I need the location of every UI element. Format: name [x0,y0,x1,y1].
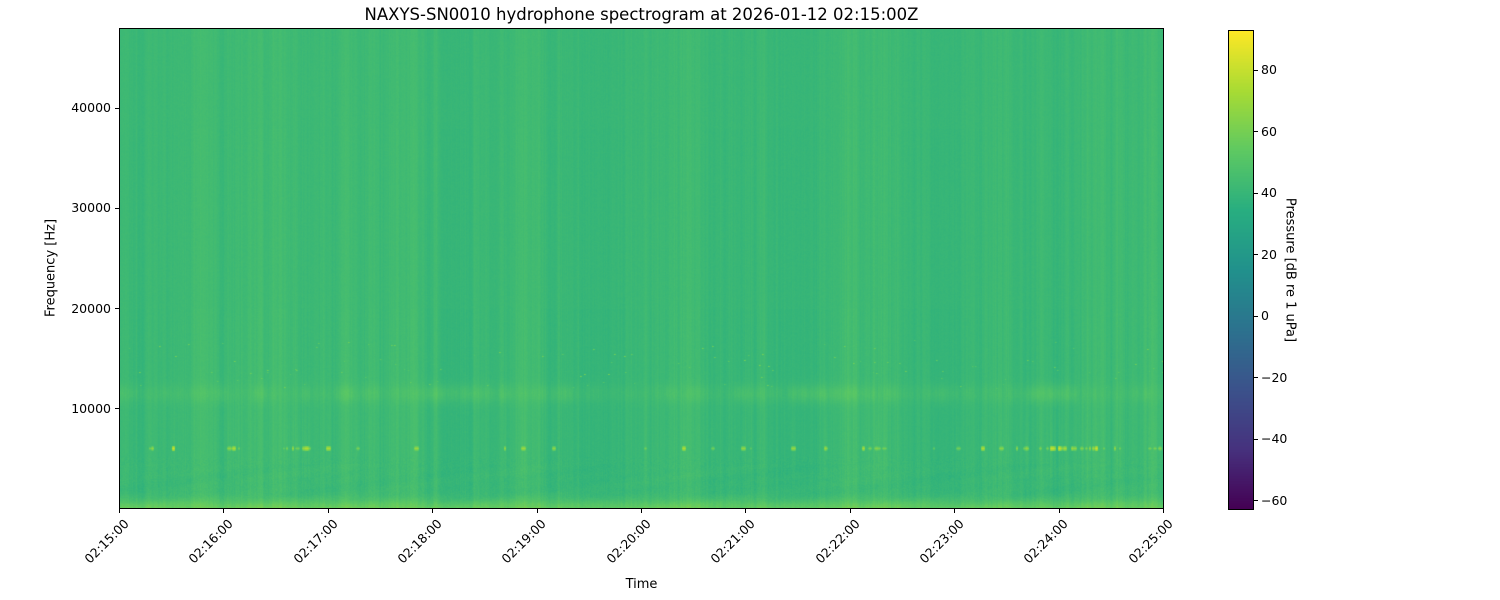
y-tick-label: 40000 [71,100,111,116]
y-tick-mark [115,308,119,310]
colorbar-tick-mark [1254,192,1258,194]
colorbar-tick-label: 40 [1261,185,1277,201]
chart-title: NAXYS-SN0010 hydrophone spectrogram at 2… [364,5,919,24]
colorbar-tick-mark [1254,131,1258,133]
x-tick-label: 02:24:00 [1020,516,1072,567]
colorbar-label-text: Pressure [dB re 1 uPa] [1282,197,1298,343]
y-tick-label: 30000 [71,200,111,216]
colorbar-tick-label: −60 [1261,492,1288,508]
y-axis-label-text: Frequency [Hz] [43,218,59,318]
x-tick-mark [954,509,956,513]
colorbar-tick-label: 80 [1261,62,1277,77]
y-tick-mark [115,207,119,209]
x-tick-label: 02:22:00 [812,516,863,567]
colorbar-tick-mark [1254,500,1258,502]
x-tick-mark [536,509,538,513]
x-axis-label: Time [625,577,658,592]
x-tick-mark [119,509,120,513]
x-tick-label: 02:15:00 [81,516,132,567]
y-tick-mark [115,408,119,410]
y-tick-label: 20000 [71,300,111,316]
x-tick-mark [641,509,642,513]
x-tick-label: 02:18:00 [394,516,445,567]
x-tick-label: 02:21:00 [707,516,758,567]
colorbar-tick-label: −20 [1261,369,1288,385]
colorbar-tick-mark [1254,315,1258,317]
x-tick-mark [327,509,329,513]
x-tick-label: 02:17:00 [290,516,341,567]
x-tick-mark [745,509,747,513]
colorbar-tick-label: 60 [1261,123,1277,139]
x-tick-mark [223,509,225,513]
x-tick-label: 02:20:00 [603,516,654,567]
x-tick-mark [432,509,434,513]
y-tick-mark [115,107,119,109]
colorbar-tick-mark [1254,69,1258,71]
colorbar-tick-label: 20 [1261,246,1277,262]
colorbar [1228,30,1254,510]
y-tick-label: 10000 [71,400,111,416]
x-tick-mark [1163,509,1164,513]
colorbar-tick-mark [1254,254,1258,256]
x-tick-mark [849,509,851,513]
x-tick-label: 02:23:00 [916,516,967,567]
x-tick-label: 02:19:00 [498,516,550,567]
x-tick-label: 02:16:00 [185,516,236,567]
x-tick-mark [1058,509,1060,513]
spectrogram-plot [119,28,1164,509]
colorbar-tick-mark [1254,377,1258,379]
colorbar-canvas [1229,31,1253,509]
colorbar-tick-label: −40 [1261,431,1288,447]
spectrogram-canvas [120,29,1163,508]
x-tick-label: 02:25:00 [1125,516,1176,567]
colorbar-tick-mark [1254,438,1258,440]
colorbar-tick-label: 0 [1261,308,1269,324]
